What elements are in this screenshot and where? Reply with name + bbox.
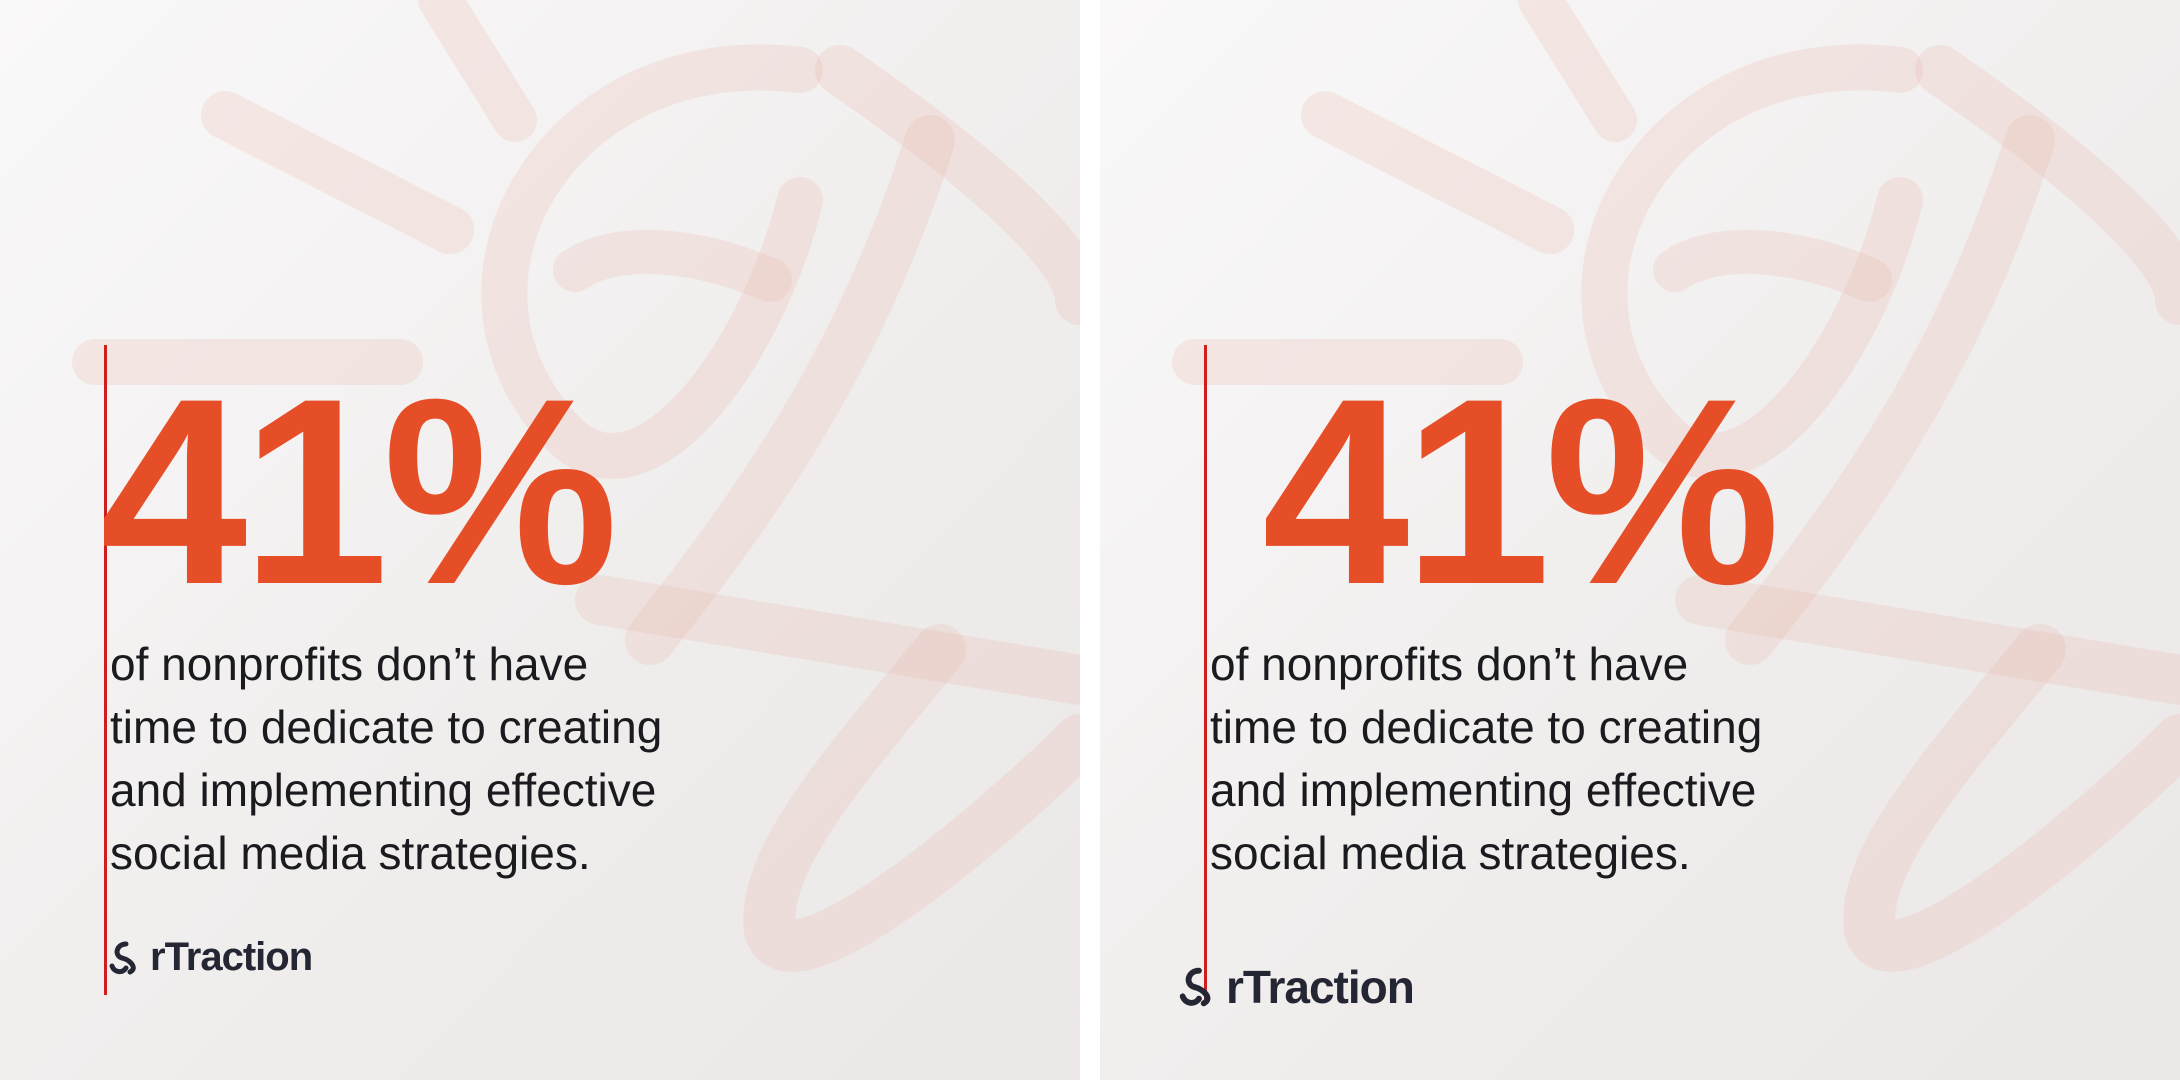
decorative-brush-strokes (72, 0, 1080, 972)
stat-description-line: of nonprofits don’t have (110, 638, 589, 690)
stat-description-line: and implementing effective (110, 764, 657, 816)
stat-description-line: social media strategies. (1210, 827, 1691, 879)
accent-divider-line (1204, 345, 1207, 1000)
stat-description-line: of nonprofits don’t have (1210, 638, 1689, 690)
accent-divider-line (104, 345, 107, 995)
stat-description: of nonprofits don’t have time to dedicat… (110, 633, 750, 885)
brand-wordmark: rTraction (1226, 961, 1415, 1013)
stat-description-line: and implementing effective (1210, 764, 1757, 816)
brand-wordmark: rTraction (150, 935, 313, 979)
decorative-brush-strokes (1172, 0, 2180, 972)
rtraction-knot-icon (109, 941, 136, 974)
stat-description-line: time to dedicate to creating (1210, 701, 1763, 753)
stat-description-line: time to dedicate to creating (110, 701, 663, 753)
stat-card-left: 41% of nonprofits don’t have time to ded… (0, 0, 1080, 1080)
stat-card-right: 41% of nonprofits don’t have time to ded… (1100, 0, 2180, 1080)
brand-logo: rTraction (1178, 960, 1415, 1014)
stat-number: 41% (100, 344, 618, 640)
stat-description: of nonprofits don’t have time to dedicat… (1210, 633, 1850, 885)
rtraction-knot-icon (1179, 967, 1211, 1007)
brand-logo: rTraction (108, 935, 313, 980)
stat-number: 41% (1262, 344, 1780, 640)
stat-description-line: social media strategies. (110, 827, 591, 879)
